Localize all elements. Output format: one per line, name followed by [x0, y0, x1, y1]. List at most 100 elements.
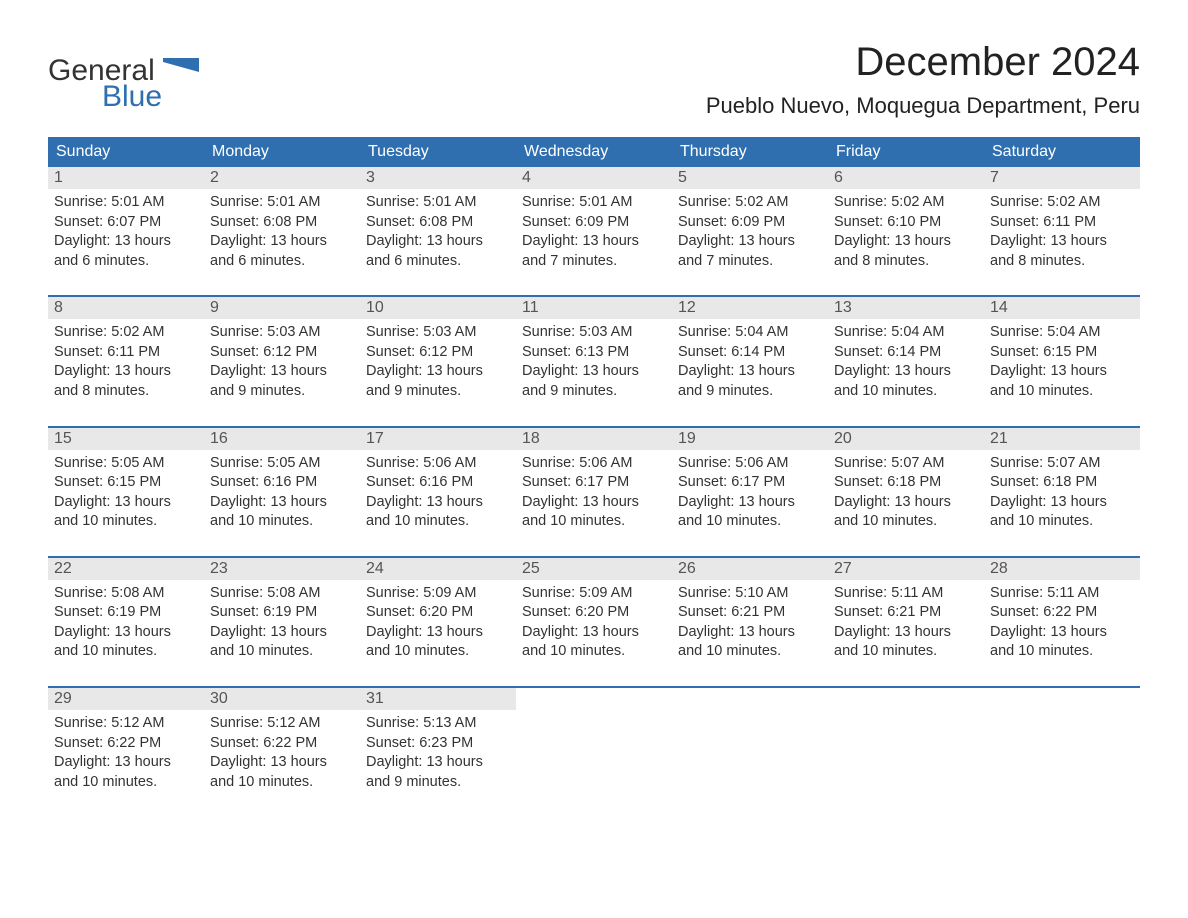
day-number [672, 688, 828, 710]
sunset-value: 6:16 PM [419, 474, 473, 490]
day-number: 8 [48, 297, 204, 319]
day-content-row: Sunrise: 5:01 AM Sunset: 6:07 PM Daylight:… [48, 189, 1140, 296]
day-cell [672, 710, 828, 816]
sunrise-value: 5:01 AM [423, 194, 476, 210]
day-header: Friday [828, 137, 984, 167]
logo-word-blue: Blue [102, 82, 199, 112]
daylight-line-2: and 7 minutes. [522, 252, 666, 272]
sunrise-line: Sunrise: 5:01 AM [210, 193, 354, 213]
day-number: 4 [516, 167, 672, 189]
sunset-value: 6:11 PM [1043, 214, 1096, 230]
day-cell: Sunrise: 5:10 AMSunset: 6:21 PMDaylight:… [672, 580, 828, 687]
day-number: 28 [984, 558, 1140, 580]
sunset-line: Sunset: 6:07 PM [54, 213, 198, 233]
day-header-row: SundayMondayTuesdayWednesdayThursdayFrid… [48, 137, 1140, 167]
day-cell: Sunrise: 5:08 AMSunset: 6:19 PMDaylight:… [204, 580, 360, 687]
daylight-line-2: and 9 minutes. [366, 773, 510, 793]
daylight-line-1: Daylight: 13 hours [834, 232, 978, 252]
sunrise-line: Sunrise: 5:12 AM [54, 714, 198, 734]
calendar-body: 1234567Sunrise: 5:01 AMSunset: 6:07 PMDa… [48, 167, 1140, 816]
day-number-row: 891011121314 [48, 297, 1140, 319]
sunset-value: 6:14 PM [887, 344, 941, 360]
sunset-line: Sunset: 6:09 PM [522, 213, 666, 233]
sunrise-value: 5:02 AM [735, 194, 788, 210]
daylight-line-2: and 10 minutes. [834, 512, 978, 532]
day-cell: Sunrise: 5:08 AMSunset: 6:19 PMDaylight:… [48, 580, 204, 687]
sunset-line: Sunset: 6:15 PM [54, 473, 198, 493]
sunrise-value: 5:11 AM [891, 585, 943, 601]
sunset-value: 6:21 PM [887, 604, 941, 620]
day-content-row: Sunrise: 5:08 AMSunset: 6:19 PMDaylight:… [48, 580, 1140, 687]
location-subtitle: Pueblo Nuevo, Moquegua Department, Peru [706, 93, 1140, 119]
sunrise-line: Sunrise: 5:04 AM [834, 323, 978, 343]
day-cell [828, 710, 984, 816]
sunset-value: 6:11 PM [107, 344, 160, 360]
day-cell: Sunrise: 5:02 AMSunset: 6:11 PMDaylight:… [984, 189, 1140, 296]
day-number: 26 [672, 558, 828, 580]
day-cell: Sunrise: 5:01 AMSunset: 6:08 PMDaylight:… [204, 189, 360, 296]
sunrise-line: Sunrise: 5:02 AM [54, 323, 198, 343]
page-header: General Blue December 2024 Pueblo Nuevo,… [48, 40, 1140, 119]
sunrise-line: Sunrise: 5:10 AM [678, 584, 822, 604]
daylight-line-1: Daylight: 13 hours [210, 232, 354, 252]
sunset-line: Sunset: 6:16 PM [210, 473, 354, 493]
daylight-line-1: Daylight: 13 hours [210, 493, 354, 513]
sunrise-line: Sunrise: 5:11 AM [990, 584, 1134, 604]
daylight-line-2: and 10 minutes. [678, 642, 822, 662]
sunset-value: 6:18 PM [887, 474, 941, 490]
sunrise-value: 5:06 AM [579, 455, 632, 471]
day-number: 31 [360, 688, 516, 710]
day-cell: Sunrise: 5:13 AMSunset: 6:23 PMDaylight:… [360, 710, 516, 816]
sunset-line: Sunset: 6:20 PM [522, 603, 666, 623]
day-number: 10 [360, 297, 516, 319]
day-number-row: 293031 [48, 688, 1140, 710]
sunset-value: 6:22 PM [107, 735, 161, 751]
sunrise-value: 5:04 AM [735, 324, 788, 340]
sunrise-line: Sunrise: 5:09 AM [522, 584, 666, 604]
sunset-line: Sunset: 6:17 PM [678, 473, 822, 493]
day-number: 21 [984, 428, 1140, 450]
day-cell: Sunrise: 5:06 AMSunset: 6:17 PMDaylight:… [672, 450, 828, 557]
sunset-value: 6:23 PM [419, 735, 473, 751]
sunrise-line: Sunrise: 5:06 AM [522, 454, 666, 474]
daylight-line-1: Daylight: 13 hours [522, 362, 666, 382]
sunrise-value: 5:01 AM [111, 194, 164, 210]
sunrise-line: Sunrise: 5:02 AM [834, 193, 978, 213]
daylight-line-1: Daylight: 13 hours [990, 493, 1134, 513]
daylight-line-1: Daylight: 13 hours [54, 623, 198, 643]
sunset-line: Sunset: 6:21 PM [678, 603, 822, 623]
day-cell: Sunrise: 5:04 AMSunset: 6:15 PMDaylight:… [984, 319, 1140, 426]
sunset-value: 6:09 PM [731, 214, 785, 230]
sunrise-line: Sunrise: 5:05 AM [210, 454, 354, 474]
day-header: Monday [204, 137, 360, 167]
daylight-line-1: Daylight: 13 hours [54, 362, 198, 382]
sunset-line: Sunset: 6:21 PM [834, 603, 978, 623]
daylight-line-1: Daylight: 13 hours [834, 362, 978, 382]
sunrise-line: Sunrise: 5:05 AM [54, 454, 198, 474]
daylight-line-2: and 10 minutes. [990, 382, 1134, 402]
sunset-value: 6:10 PM [887, 214, 941, 230]
day-number [828, 688, 984, 710]
daylight-line-1: Daylight: 13 hours [54, 753, 198, 773]
day-cell: Sunrise: 5:06 AMSunset: 6:17 PMDaylight:… [516, 450, 672, 557]
daylight-line-2: and 10 minutes. [54, 773, 198, 793]
daylight-line-2: and 10 minutes. [210, 773, 354, 793]
daylight-line-1: Daylight: 13 hours [678, 493, 822, 513]
sunrise-line: Sunrise: 5:09 AM [366, 584, 510, 604]
sunset-line: Sunset: 6:18 PM [834, 473, 978, 493]
sunset-value: 6:15 PM [1043, 344, 1097, 360]
sunset-line: Sunset: 6:22 PM [990, 603, 1134, 623]
day-number: 9 [204, 297, 360, 319]
sunrise-value: 5:11 AM [1047, 585, 1099, 601]
sunrise-line: Sunrise: 5:06 AM [366, 454, 510, 474]
day-number: 14 [984, 297, 1140, 319]
sunset-line: Sunset: 6:22 PM [54, 734, 198, 754]
sunset-value: 6:17 PM [731, 474, 785, 490]
daylight-line-1: Daylight: 13 hours [522, 232, 666, 252]
day-cell: Sunrise: 5:07 AMSunset: 6:18 PMDaylight:… [828, 450, 984, 557]
sunrise-value: 5:09 AM [579, 585, 632, 601]
daylight-line-2: and 10 minutes. [54, 512, 198, 532]
sunrise-line: Sunrise: 5:08 AM [210, 584, 354, 604]
daylight-line-1: Daylight: 13 hours [678, 362, 822, 382]
daylight-line-1: Daylight: 13 hours [522, 493, 666, 513]
